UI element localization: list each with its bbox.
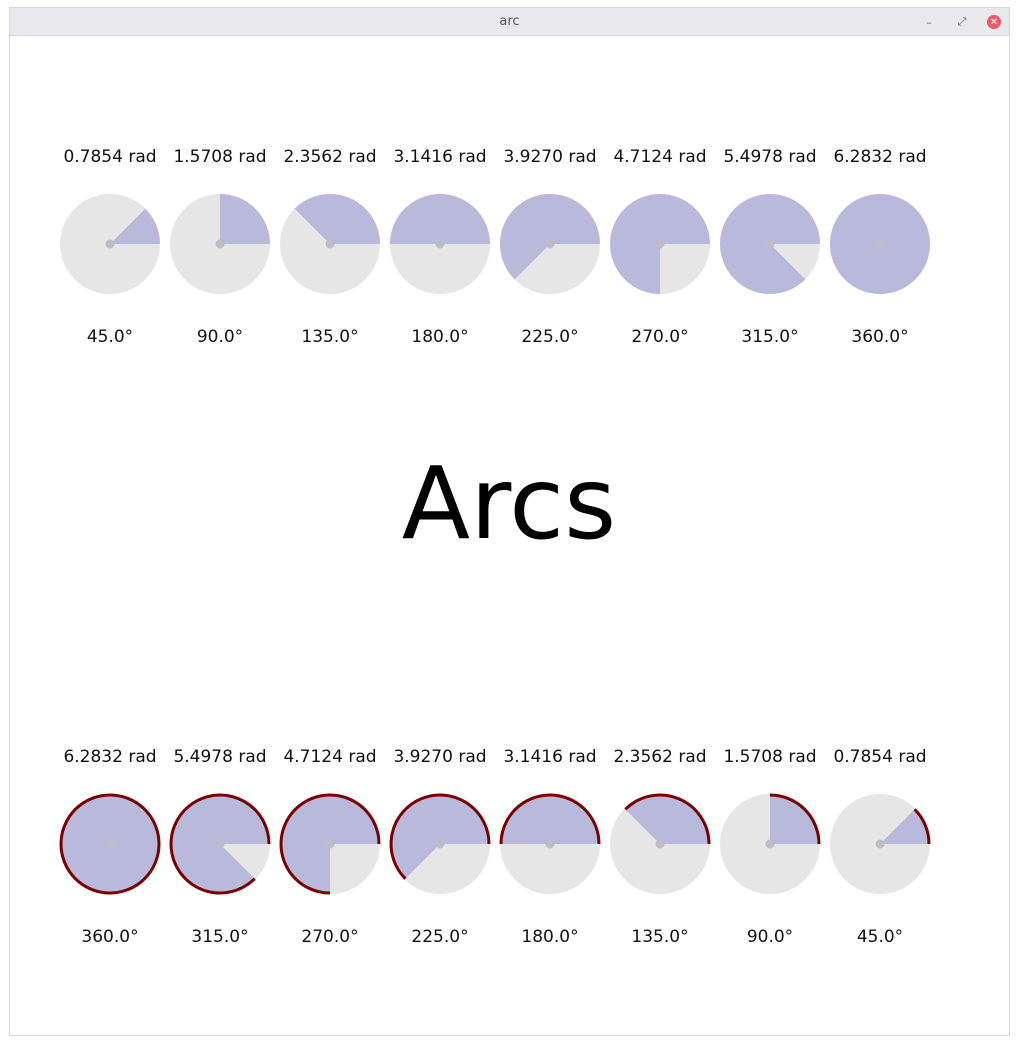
radian-label: 1.5708 rad	[173, 147, 266, 167]
pie-sector	[500, 794, 600, 844]
bottom-row-item: 4.7124 rad 270.0°	[279, 747, 381, 947]
top-row-item: 3.1416 rad 180.0°	[390, 147, 490, 347]
top-row: 0.7854 rad 45.0° 1.5708 rad 90.0° 2.3562 rad…	[60, 147, 930, 347]
app-window: arc – ⤢ ✕ 0.7854 rad 45.0° 1.5708 rad 90.0°…	[9, 7, 1010, 1036]
arc-outline	[279, 793, 381, 895]
window-title: arc	[499, 14, 520, 29]
degree-label: 270.0°	[301, 927, 358, 947]
top-row-item: 6.2832 rad 360.0°	[830, 147, 930, 347]
radian-label: 3.9270 rad	[393, 747, 486, 767]
top-row-item: 0.7854 rad 45.0°	[60, 147, 160, 347]
radian-label: 4.7124 rad	[613, 147, 706, 167]
pie-sector	[770, 794, 820, 844]
radian-label: 3.9270 rad	[503, 147, 596, 167]
pie-sector	[624, 793, 710, 844]
top-row-item: 3.9270 rad 225.0°	[500, 147, 600, 347]
radian-label: 4.7124 rad	[283, 747, 376, 767]
degree-label: 360.0°	[81, 927, 138, 947]
top-row-item: 4.7124 rad 270.0°	[610, 147, 710, 347]
arcs-canvas: 0.7854 rad 45.0° 1.5708 rad 90.0° 2.3562 rad…	[59, 147, 931, 947]
top-row-item: 5.4978 rad 315.0°	[719, 147, 820, 347]
center-dot	[325, 239, 335, 249]
degree-label: 180.0°	[411, 327, 468, 347]
center-dot	[435, 839, 445, 849]
minimize-icon[interactable]: –	[926, 15, 932, 29]
degree-label: 360.0°	[851, 327, 908, 347]
canvas-area: 0.7854 rad 45.0° 1.5708 rad 90.0° 2.3562 rad…	[10, 36, 1009, 1036]
radian-label: 6.2832 rad	[833, 147, 926, 167]
radian-label: 2.3562 rad	[283, 147, 376, 167]
radian-label: 3.1416 rad	[393, 147, 486, 167]
degree-label: 90.0°	[747, 927, 793, 947]
arc-outline	[624, 793, 711, 845]
bottom-row: 6.2832 rad 360.0° 5.4978 rad 315.0° 4.7124 r…	[59, 747, 931, 947]
radian-label: 5.4978 rad	[723, 147, 816, 167]
center-dot	[765, 839, 775, 849]
degree-label: 135.0°	[631, 927, 688, 947]
degree-label: 315.0°	[191, 927, 248, 947]
radian-label: 3.1416 rad	[503, 747, 596, 767]
degree-label: 225.0°	[411, 927, 468, 947]
radian-label: 1.5708 rad	[723, 747, 816, 767]
arc-outline	[59, 793, 161, 895]
bottom-row-item: 1.5708 rad 90.0°	[720, 747, 821, 947]
arc-outline	[389, 793, 491, 880]
degree-label: 180.0°	[521, 927, 578, 947]
degree-label: 270.0°	[631, 327, 688, 347]
bottom-row-item: 0.7854 rad 45.0°	[830, 747, 931, 947]
center-dot	[765, 239, 775, 249]
center-dot	[215, 839, 225, 849]
arc-outline	[913, 808, 931, 845]
pie-sector	[390, 194, 490, 244]
pie-sector	[110, 208, 160, 244]
pie-sector	[294, 194, 380, 244]
close-icon[interactable]: ✕	[987, 15, 1001, 29]
arc-outline	[169, 793, 271, 895]
center-dot	[875, 839, 885, 849]
degree-label: 45.0°	[857, 927, 903, 947]
degree-label: 225.0°	[521, 327, 578, 347]
pie-sector	[220, 194, 270, 244]
maximize-icon[interactable]: ⤢	[957, 15, 967, 28]
radian-label: 5.4978 rad	[173, 747, 266, 767]
top-row-item: 2.3562 rad 135.0°	[280, 147, 380, 347]
bottom-row-item: 5.4978 rad 315.0°	[169, 747, 271, 947]
center-dot	[655, 839, 665, 849]
degree-label: 90.0°	[197, 327, 243, 347]
pie-sector	[390, 794, 491, 880]
top-row-item: 1.5708 rad 90.0°	[170, 147, 270, 347]
center-dot	[655, 239, 665, 249]
degree-label: 45.0°	[87, 327, 133, 347]
arc-outline	[499, 793, 601, 845]
pie-sector	[880, 808, 930, 844]
page-heading: Arcs	[402, 445, 616, 562]
title-bar[interactable]: arc – ⤢ ✕	[10, 8, 1009, 36]
degree-label: 315.0°	[741, 327, 798, 347]
bottom-row-item: 3.9270 rad 225.0°	[389, 747, 491, 947]
center-dot	[215, 239, 225, 249]
center-dot	[105, 239, 115, 249]
center-dot	[545, 839, 555, 849]
pie-sector	[500, 194, 600, 280]
degree-label: 135.0°	[301, 327, 358, 347]
radian-label: 6.2832 rad	[63, 747, 156, 767]
radian-label: 2.3562 rad	[613, 747, 706, 767]
center-dot	[545, 239, 555, 249]
radian-label: 0.7854 rad	[833, 747, 926, 767]
arc-outline	[769, 793, 821, 845]
bottom-row-item: 2.3562 rad 135.0°	[610, 747, 711, 947]
radian-label: 0.7854 rad	[63, 147, 156, 167]
bottom-row-item: 3.1416 rad 180.0°	[499, 747, 601, 947]
center-dot	[875, 239, 885, 249]
center-dot	[435, 239, 445, 249]
bottom-row-item: 6.2832 rad 360.0°	[59, 747, 161, 947]
center-dot	[325, 839, 335, 849]
center-dot	[105, 839, 115, 849]
